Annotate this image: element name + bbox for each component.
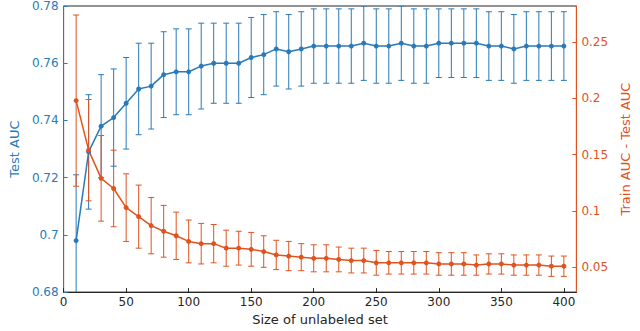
svg-text:0.25: 0.25 [581,35,608,49]
svg-text:0.68: 0.68 [32,285,59,299]
svg-text:0.05: 0.05 [581,260,608,274]
svg-text:200: 200 [302,295,325,309]
svg-text:250: 250 [365,295,388,309]
svg-text:0.72: 0.72 [32,171,59,185]
svg-text:0.74: 0.74 [32,113,59,127]
svg-text:400: 400 [552,295,575,309]
svg-text:100: 100 [177,295,200,309]
svg-text:300: 300 [427,295,450,309]
svg-text:0.15: 0.15 [581,148,608,162]
svg-text:Size of unlabeled set: Size of unlabeled set [252,312,388,327]
svg-text:150: 150 [240,295,263,309]
svg-text:Train AUC - Test AUC: Train AUC - Test AUC [618,83,633,217]
svg-text:0.1: 0.1 [581,204,600,218]
svg-text:Test AUC: Test AUC [7,120,22,178]
svg-text:0: 0 [60,295,68,309]
svg-text:350: 350 [490,295,513,309]
svg-text:0.76: 0.76 [32,56,59,70]
svg-text:0.2: 0.2 [581,91,600,105]
svg-text:50: 50 [119,295,134,309]
svg-text:0.78: 0.78 [32,0,59,13]
svg-text:0.7: 0.7 [40,228,59,242]
